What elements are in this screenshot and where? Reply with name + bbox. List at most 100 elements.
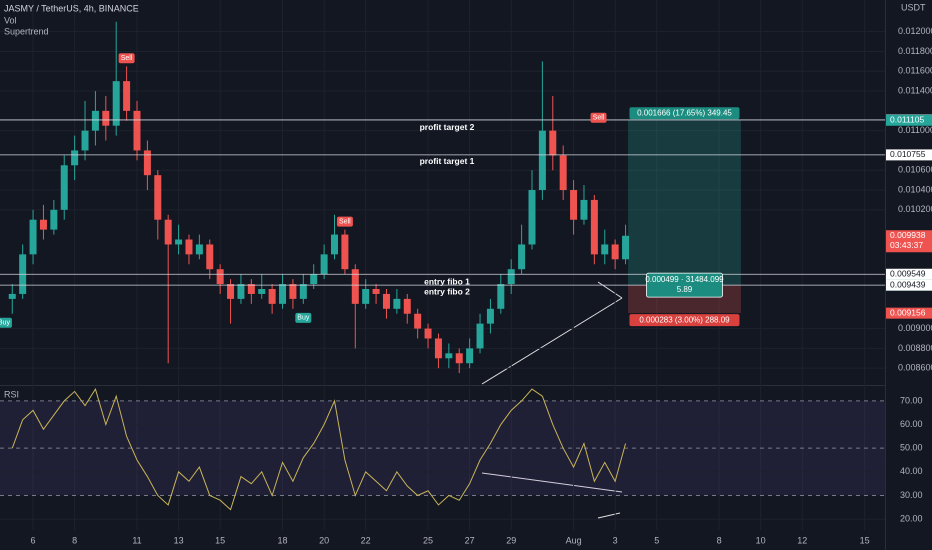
candle-body — [289, 284, 297, 299]
trend-line — [481, 297, 623, 385]
signal-label: Sell — [593, 115, 605, 122]
candle-body — [590, 199, 598, 255]
profit-zone — [628, 120, 741, 286]
x-tick-label: 22 — [361, 535, 371, 545]
signal-label: Sell — [339, 218, 351, 225]
candle-body — [538, 130, 546, 191]
x-tick-label: 8 — [72, 535, 77, 545]
level-label: entry fibo 2 — [424, 286, 470, 296]
rsi-trend-line — [481, 472, 623, 493]
candle-body — [528, 190, 536, 245]
x-tick-label: 27 — [465, 535, 475, 545]
rsi-tick-label: 60.00 — [900, 419, 923, 429]
candle-body — [518, 244, 526, 270]
price-label: 0.010755 — [890, 149, 926, 159]
signal-label: Buy — [0, 320, 10, 327]
candle-body — [133, 110, 141, 151]
x-tick-label: 20 — [319, 535, 329, 545]
candle-body — [29, 219, 37, 255]
candle-body — [154, 175, 162, 220]
level-label: profit target 1 — [420, 156, 475, 166]
candle-body — [476, 323, 484, 349]
x-tick-label: 15 — [860, 535, 870, 545]
candle-body — [445, 353, 453, 359]
candle-body — [227, 284, 235, 299]
trend-line — [597, 281, 623, 299]
candle-body — [237, 284, 245, 299]
price-label: 0.009439 — [890, 279, 926, 289]
x-tick-label: 10 — [756, 535, 766, 545]
x-tick-label: 15 — [215, 535, 225, 545]
candle-body — [434, 338, 442, 359]
candle-body — [8, 293, 16, 299]
position-label-bg — [646, 272, 723, 298]
countdown-label: 03:43:37 — [890, 240, 923, 250]
x-tick-label: 8 — [717, 535, 722, 545]
candle-body — [81, 130, 89, 151]
rsi-tick-label: 20.00 — [900, 513, 923, 523]
candle-body — [580, 199, 588, 220]
symbol-title: JASMY / TetherUS, 4h, BINANCE — [4, 3, 139, 13]
candle-body — [559, 155, 567, 191]
y-tick-label: 0.008800 — [898, 343, 932, 353]
candle-body — [185, 239, 193, 255]
candle-body — [507, 269, 515, 285]
y-tick-label: 0.010400 — [898, 184, 932, 194]
candle-body — [351, 269, 359, 304]
x-tick-label: 18 — [278, 535, 288, 545]
candle-body — [466, 348, 474, 364]
candle-body — [601, 244, 609, 255]
candle-body — [60, 165, 68, 210]
price-label-bg — [886, 230, 932, 253]
position-label-bg — [629, 314, 740, 327]
candle-body — [299, 284, 307, 299]
candle-body — [175, 239, 183, 245]
candle-body — [247, 284, 255, 294]
price-label: 0.011105 — [890, 115, 924, 125]
position-label-bg — [629, 107, 740, 120]
x-tick-label: 25 — [423, 535, 433, 545]
price-label-bg — [886, 149, 932, 161]
signal-label: Sell — [121, 55, 133, 62]
candle-body — [91, 110, 99, 131]
x-tick-label: 11 — [132, 535, 141, 545]
candle-body — [330, 234, 338, 255]
signal-label: Buy — [297, 315, 310, 322]
indicator-label: Vol — [4, 15, 17, 25]
candle-body — [486, 308, 494, 324]
currency-label: USDT — [901, 2, 926, 12]
rsi-label: RSI — [4, 389, 19, 399]
candle-body — [414, 313, 422, 329]
candle-body — [570, 190, 578, 220]
candle-body — [403, 298, 411, 314]
candle-body — [622, 235, 630, 260]
candle-body — [258, 288, 266, 294]
candle-body — [382, 293, 390, 309]
y-tick-label: 0.011400 — [898, 85, 932, 95]
signal-marker — [118, 53, 135, 64]
candle-body — [112, 81, 120, 126]
indicator-label: Supertrend — [4, 26, 49, 36]
signal-marker — [295, 312, 312, 323]
rsi-tick-label: 40.00 — [900, 466, 923, 476]
price-label-bg — [886, 114, 932, 126]
candle-body — [164, 219, 172, 245]
y-tick-label: 0.009000 — [898, 323, 932, 333]
y-tick-label: 0.010200 — [898, 204, 932, 214]
candle-body — [268, 288, 276, 304]
price-label: 0.009549 — [890, 269, 926, 279]
x-tick-label: 13 — [174, 535, 184, 545]
candle-body — [320, 254, 328, 275]
x-tick-label: 5 — [654, 535, 659, 545]
candle-body — [424, 328, 432, 339]
x-tick-label: 3 — [613, 535, 618, 545]
candle-body — [216, 269, 224, 285]
rsi-tick-label: 70.00 — [900, 395, 923, 405]
signal-marker — [0, 317, 12, 328]
candle-body — [71, 150, 79, 166]
candle-body — [393, 298, 401, 309]
candle-body — [372, 288, 380, 294]
candle-body — [39, 219, 47, 230]
